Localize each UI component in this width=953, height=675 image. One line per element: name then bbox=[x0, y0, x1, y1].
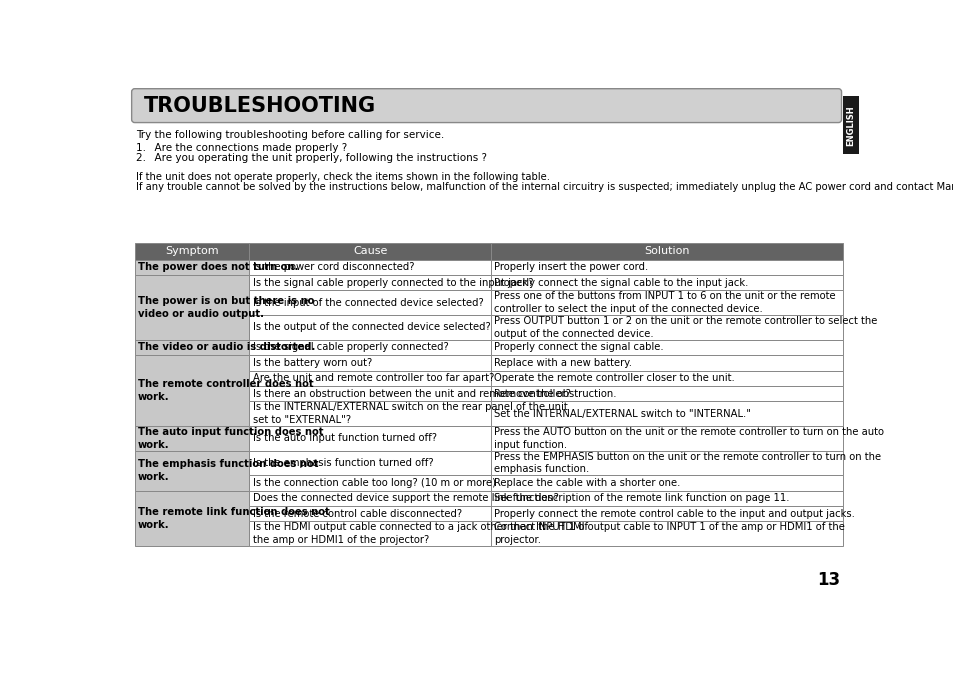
Text: TROUBLESHOOTING: TROUBLESHOOTING bbox=[144, 96, 375, 115]
Bar bbox=[249, 506, 491, 522]
Bar bbox=[491, 315, 842, 340]
Bar bbox=[249, 491, 491, 506]
Bar bbox=[249, 355, 491, 371]
Text: Properly connect the signal cable to the input jack.: Properly connect the signal cable to the… bbox=[494, 277, 748, 288]
Text: The emphasis function does not
work.: The emphasis function does not work. bbox=[137, 459, 318, 482]
Bar bbox=[249, 386, 491, 402]
FancyBboxPatch shape bbox=[132, 88, 841, 123]
Text: Replace the cable with a shorter one.: Replace the cable with a shorter one. bbox=[494, 478, 680, 488]
Bar bbox=[134, 426, 249, 451]
Text: See the description of the remote link function on page 11.: See the description of the remote link f… bbox=[494, 493, 789, 504]
Bar bbox=[491, 243, 842, 260]
Text: The power does not turn on.: The power does not turn on. bbox=[137, 263, 298, 272]
Bar bbox=[249, 290, 491, 315]
Text: Is the signal cable properly connected to the input jack?: Is the signal cable properly connected t… bbox=[253, 277, 533, 288]
Bar bbox=[491, 402, 842, 426]
Text: Is the battery worn out?: Is the battery worn out? bbox=[253, 358, 372, 368]
Text: Is the auto input function turned off?: Is the auto input function turned off? bbox=[253, 433, 436, 443]
Text: Press one of the buttons from INPUT 1 to 6 on the unit or the remote
controller : Press one of the buttons from INPUT 1 to… bbox=[494, 292, 835, 314]
Text: Is the HDMI output cable connected to a jack other than INPUT 1 of
the amp or HD: Is the HDMI output cable connected to a … bbox=[253, 522, 587, 545]
Bar bbox=[134, 243, 249, 260]
Bar bbox=[249, 402, 491, 426]
Bar bbox=[134, 355, 249, 426]
Bar bbox=[491, 475, 842, 491]
Bar bbox=[134, 451, 249, 491]
Bar bbox=[134, 275, 249, 340]
Text: If the unit does not operate properly, check the items shown in the following ta: If the unit does not operate properly, c… bbox=[136, 172, 550, 182]
Text: Is the input of the connected device selected?: Is the input of the connected device sel… bbox=[253, 298, 483, 308]
Bar bbox=[491, 426, 842, 451]
Text: Set the INTERNAL/EXTERNAL switch to "INTERNAL.": Set the INTERNAL/EXTERNAL switch to "INT… bbox=[494, 408, 751, 418]
Text: Are the unit and remote controller too far apart?: Are the unit and remote controller too f… bbox=[253, 373, 494, 383]
Bar bbox=[249, 243, 491, 260]
Bar bbox=[491, 355, 842, 371]
Bar bbox=[491, 506, 842, 522]
Text: Properly insert the power cord.: Properly insert the power cord. bbox=[494, 263, 648, 272]
Text: Is the power cord disconnected?: Is the power cord disconnected? bbox=[253, 263, 414, 272]
Bar bbox=[134, 260, 249, 275]
Bar bbox=[491, 290, 842, 315]
Text: Remove the obstruction.: Remove the obstruction. bbox=[494, 389, 617, 399]
Bar bbox=[491, 275, 842, 290]
Bar bbox=[491, 340, 842, 355]
Bar bbox=[249, 260, 491, 275]
Bar bbox=[491, 522, 842, 546]
Text: Press the EMPHASIS button on the unit or the remote controller to turn on the
em: Press the EMPHASIS button on the unit or… bbox=[494, 452, 881, 475]
Text: Press the AUTO button on the unit or the remote controller to turn on the auto
i: Press the AUTO button on the unit or the… bbox=[494, 427, 883, 450]
Text: Is the output of the connected device selected?: Is the output of the connected device se… bbox=[253, 323, 490, 332]
Text: If any trouble cannot be solved by the instructions below, malfunction of the in: If any trouble cannot be solved by the i… bbox=[136, 182, 953, 192]
Text: Does the connected device support the remote link function?: Does the connected device support the re… bbox=[253, 493, 558, 504]
Text: Replace with a new battery.: Replace with a new battery. bbox=[494, 358, 632, 368]
Text: 2.  Are you operating the unit properly, following the instructions ?: 2. Are you operating the unit properly, … bbox=[136, 153, 487, 163]
Text: Is the remote control cable disconnected?: Is the remote control cable disconnected… bbox=[253, 509, 461, 519]
Bar bbox=[249, 340, 491, 355]
Bar bbox=[491, 491, 842, 506]
Bar bbox=[249, 451, 491, 475]
Text: Try the following troubleshooting before calling for service.: Try the following troubleshooting before… bbox=[136, 130, 444, 140]
Text: ENGLISH: ENGLISH bbox=[845, 105, 855, 146]
Bar bbox=[249, 315, 491, 340]
Bar bbox=[491, 451, 842, 475]
Text: The power is on but there is no
video or audio output.: The power is on but there is no video or… bbox=[137, 296, 314, 319]
Text: 1.  Are the connections made properly ?: 1. Are the connections made properly ? bbox=[136, 142, 347, 153]
Text: Is there an obstruction between the unit and remote controller?: Is there an obstruction between the unit… bbox=[253, 389, 570, 399]
Bar bbox=[249, 475, 491, 491]
Bar bbox=[249, 371, 491, 386]
Bar bbox=[249, 522, 491, 546]
Text: Properly connect the remote control cable to the input and output jacks.: Properly connect the remote control cabl… bbox=[494, 509, 854, 519]
Bar bbox=[134, 491, 249, 546]
Text: Is the signal cable properly connected?: Is the signal cable properly connected? bbox=[253, 342, 448, 352]
Text: The auto input function does not
work.: The auto input function does not work. bbox=[137, 427, 323, 450]
Text: Is the emphasis function turned off?: Is the emphasis function turned off? bbox=[253, 458, 433, 468]
Bar bbox=[491, 260, 842, 275]
Bar bbox=[134, 340, 249, 355]
Text: The remote link function does not
work.: The remote link function does not work. bbox=[137, 507, 329, 530]
Text: Press OUTPUT button 1 or 2 on the unit or the remote controller to select the
ou: Press OUTPUT button 1 or 2 on the unit o… bbox=[494, 316, 877, 339]
Text: 13: 13 bbox=[816, 571, 840, 589]
Text: Is the INTERNAL/EXTERNAL switch on the rear panel of the unit
set to "EXTERNAL"?: Is the INTERNAL/EXTERNAL switch on the r… bbox=[253, 402, 567, 425]
Text: The remote controller does not
work.: The remote controller does not work. bbox=[137, 379, 314, 402]
Bar bbox=[249, 426, 491, 451]
Text: Cause: Cause bbox=[353, 246, 387, 256]
Text: Is the connection cable too long? (10 m or more): Is the connection cable too long? (10 m … bbox=[253, 478, 495, 488]
Bar bbox=[249, 275, 491, 290]
Bar bbox=[491, 386, 842, 402]
Bar bbox=[491, 371, 842, 386]
Text: Connect the HDMI output cable to INPUT 1 of the amp or HDMI1 of the
projector.: Connect the HDMI output cable to INPUT 1… bbox=[494, 522, 844, 545]
Text: Symptom: Symptom bbox=[165, 246, 218, 256]
Text: The video or audio is distorted.: The video or audio is distorted. bbox=[137, 342, 314, 352]
Text: Properly connect the signal cable.: Properly connect the signal cable. bbox=[494, 342, 663, 352]
Bar bbox=[842, 97, 858, 154]
Text: Operate the remote controller closer to the unit.: Operate the remote controller closer to … bbox=[494, 373, 735, 383]
Text: Solution: Solution bbox=[643, 246, 689, 256]
